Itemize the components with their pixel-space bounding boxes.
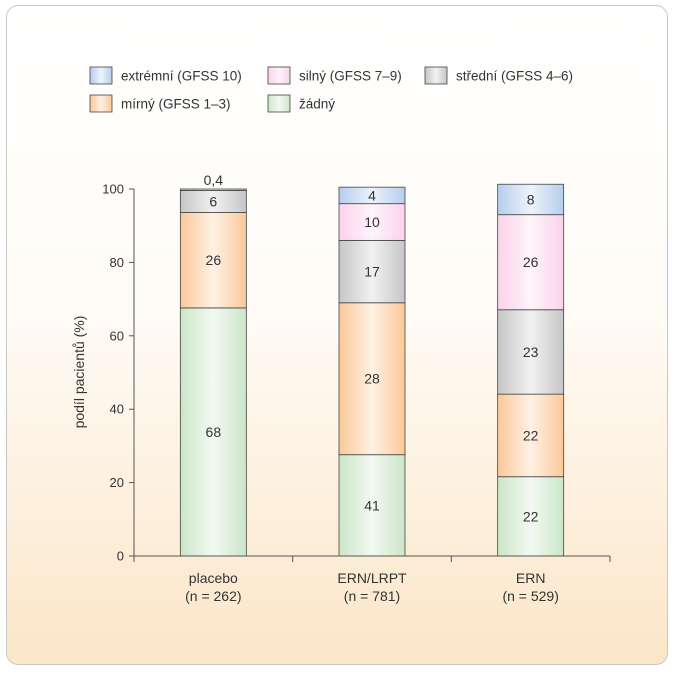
y-axis-label: podíl pacientů (%): [71, 316, 87, 429]
y-tick-label: 60: [110, 328, 124, 343]
legend-item-mirny-gfss-1-3: mírný (GFSS 1–3): [89, 94, 231, 113]
bar-segment-stredni-gfss-4-6: [338, 239, 406, 304]
legend-item-stredni-gfss-4-6: střední (GFSS 4–6): [424, 66, 573, 85]
y-tick-label: 80: [110, 255, 124, 270]
y-tick-label: 20: [110, 475, 124, 490]
data-label: 0,4: [204, 172, 224, 188]
bars: 68 26 6 0,4 41 28 17 10 4 22 22 23 26 8: [179, 172, 565, 557]
bar-segment-mirny-gfss-1-3: [338, 302, 406, 456]
data-label: 23: [523, 344, 539, 360]
bar-segment-mirny-gfss-1-3: [497, 393, 565, 478]
bar-segment-zadny: [497, 476, 565, 557]
legend-label: žádný: [299, 97, 335, 112]
bar-segment-mirny-gfss-1-3: [179, 212, 247, 309]
bar-segment-extremni-gfss-10: [179, 188, 247, 191]
x-axis: placebo (n = 262) ERN/LRPT (n = 781) ERN (n =…: [133, 555, 611, 604]
x-tick-label: placebo: [189, 570, 238, 586]
bar-segment-extremni-gfss-10: [497, 183, 565, 216]
data-label: 6: [209, 193, 217, 209]
bar-segment-zadny: [338, 454, 406, 557]
data-label: 4: [368, 187, 376, 203]
x-tick-note: (n = 781): [344, 588, 400, 604]
bar-segment-extremni-gfss-10: [338, 186, 406, 205]
legend: extrémní (GFSS 10) silný (GFSS 7–9) středn…: [89, 66, 573, 113]
data-label: 22: [523, 508, 539, 524]
data-label: 22: [523, 427, 539, 443]
data-label: 26: [206, 252, 222, 268]
data-label: 8: [527, 191, 535, 207]
y-axis: 0 20 40 60 80 100: [102, 182, 135, 564]
legend-label: mírný (GFSS 1–3): [121, 97, 231, 112]
legend-swatch: [89, 66, 113, 85]
legend-item-extremni-gfss-10: extrémní (GFSS 10): [89, 66, 242, 85]
legend-item-zadny: žádný: [267, 94, 335, 113]
data-label: 68: [206, 424, 222, 440]
bar-placebo: 68 26 6 0,4: [179, 172, 247, 557]
x-tick-label: ERN/LRPT: [337, 570, 407, 586]
bar-segment-silny-gfss-7-9: [338, 203, 406, 241]
legend-swatch: [267, 66, 291, 85]
legend-swatch: [267, 94, 291, 113]
legend-swatch: [424, 66, 448, 85]
legend-label: střední (GFSS 4–6): [456, 69, 573, 84]
x-tick-note: (n = 262): [185, 588, 241, 604]
x-tick-label: ERN: [516, 570, 546, 586]
y-tick-label: 100: [102, 182, 124, 197]
bar-segment-zadny: [179, 307, 247, 557]
y-tick-label: 40: [110, 402, 124, 417]
bar-ern: 22 22 23 26 8: [497, 183, 565, 557]
bar-segment-stredni-gfss-4-6: [497, 309, 565, 395]
data-label: 28: [364, 371, 380, 387]
legend-label: extrémní (GFSS 10): [121, 69, 242, 84]
data-label: 10: [364, 214, 380, 230]
data-label: 41: [364, 497, 380, 513]
x-tick-note: (n = 529): [502, 588, 558, 604]
legend-swatch: [89, 94, 113, 113]
bar-ern-lrpt: 41 28 17 10 4: [338, 186, 406, 557]
legend-item-silny-gfss-7-9: silný (GFSS 7–9): [267, 66, 402, 85]
legend-label: silný (GFSS 7–9): [299, 69, 402, 84]
data-label: 26: [523, 254, 539, 270]
data-label: 17: [364, 264, 380, 280]
y-tick-label: 0: [117, 549, 124, 564]
